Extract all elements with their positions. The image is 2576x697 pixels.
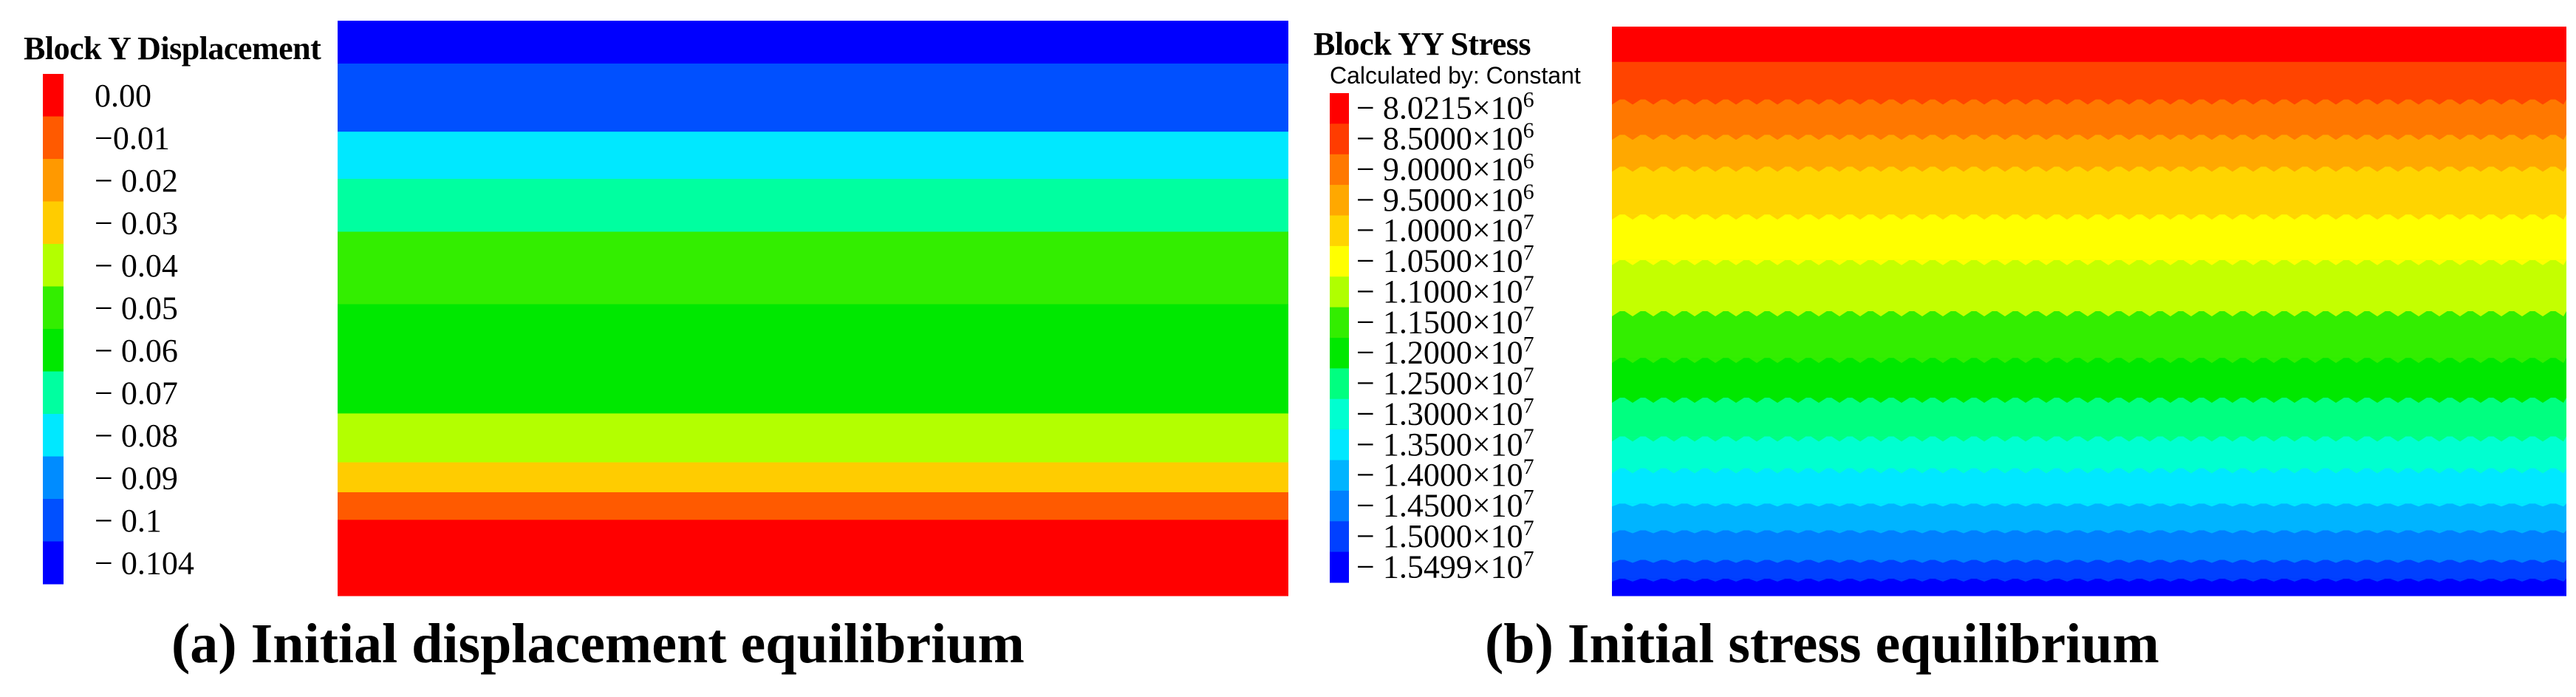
field-band	[338, 492, 1288, 520]
legend-swatch	[1330, 185, 1349, 216]
legend-label: − 0.04	[95, 248, 178, 284]
legend-label: − 0.1	[95, 503, 162, 539]
field-band	[1612, 62, 2566, 100]
field-band	[1612, 398, 2566, 437]
figure-caption: (b) Initial stress equilibrium	[1485, 612, 2159, 676]
displacement-panel: Block Y Displacement 0.00 −0.01 − 0.02 − 0.…	[0, 0, 1300, 697]
field-band	[338, 232, 1288, 305]
legend-label: − 0.05	[95, 290, 178, 326]
legend-swatch	[1330, 491, 1349, 522]
legend-swatch	[43, 499, 64, 542]
legend-swatch	[1330, 368, 1349, 399]
legend-swatch	[43, 287, 64, 330]
legend-swatch	[1330, 429, 1349, 460]
legend-swatch	[43, 329, 64, 372]
legend-swatch	[43, 542, 64, 585]
legend-label: − 0.104	[95, 545, 194, 581]
field-band	[338, 520, 1288, 596]
field-band	[1612, 579, 2566, 596]
legend-swatch	[1330, 154, 1349, 186]
legend-swatch	[1330, 460, 1349, 492]
field-band	[338, 21, 1288, 64]
field-band	[338, 64, 1288, 132]
field-band	[338, 305, 1288, 414]
legend-swatch	[43, 457, 64, 500]
legend-swatch	[1330, 216, 1349, 247]
legend-swatch	[1330, 123, 1349, 154]
field-band	[1612, 260, 2566, 312]
legend-swatch	[43, 202, 64, 245]
field-band	[338, 179, 1288, 232]
field-band	[1612, 214, 2566, 260]
stress-panel: Block YY Stress Calculated by: Constant …	[1300, 0, 2576, 697]
legend-swatch	[1330, 93, 1349, 124]
figure-caption: (a) Initial displacement equilibrium	[171, 612, 1025, 676]
legend-label: − 0.03	[95, 205, 178, 241]
legend-swatch	[1330, 552, 1349, 583]
field-band	[1612, 560, 2566, 579]
stress-chart: − 8.0215×106− 8.5000×106− 9.0000×106− 9.…	[1300, 0, 2576, 697]
legend-label: − 1.5499×107	[1356, 546, 1534, 585]
legend-swatch	[1330, 521, 1349, 552]
legend-label: − 0.08	[95, 418, 178, 454]
legend-swatch	[1330, 246, 1349, 277]
legend-label: − 0.06	[95, 333, 178, 369]
field-band	[338, 132, 1288, 179]
legend-swatch	[43, 244, 64, 287]
displacement-chart: 0.00 −0.01 − 0.02 − 0.03 − 0.04 − 0.05 − 0.06 −…	[0, 0, 1300, 697]
legend-label: 0.00	[95, 78, 151, 114]
field-band	[1612, 166, 2566, 214]
field-band	[1612, 27, 2566, 62]
legend-swatch	[1330, 307, 1349, 339]
legend-label: −0.01	[95, 120, 170, 156]
legend-label: − 0.09	[95, 460, 178, 496]
legend-label: − 0.02	[95, 163, 178, 199]
legend-swatch	[43, 117, 64, 160]
field-band	[1612, 135, 2566, 167]
field-band	[1612, 358, 2566, 398]
field-band	[338, 413, 1288, 463]
legend-swatch	[43, 74, 64, 117]
legend-label: − 0.07	[95, 375, 178, 411]
field-band	[1612, 469, 2566, 504]
legend-swatch	[43, 414, 64, 457]
field-band	[1612, 436, 2566, 469]
legend-swatch	[1330, 276, 1349, 307]
legend-swatch	[43, 372, 64, 415]
legend-swatch	[43, 159, 64, 202]
field-band	[1612, 530, 2566, 560]
legend-swatch	[1330, 399, 1349, 430]
field-band	[1612, 100, 2566, 135]
field-band	[1612, 311, 2566, 358]
legend-swatch	[1330, 338, 1349, 369]
field-band	[338, 463, 1288, 493]
field-band	[1612, 503, 2566, 531]
